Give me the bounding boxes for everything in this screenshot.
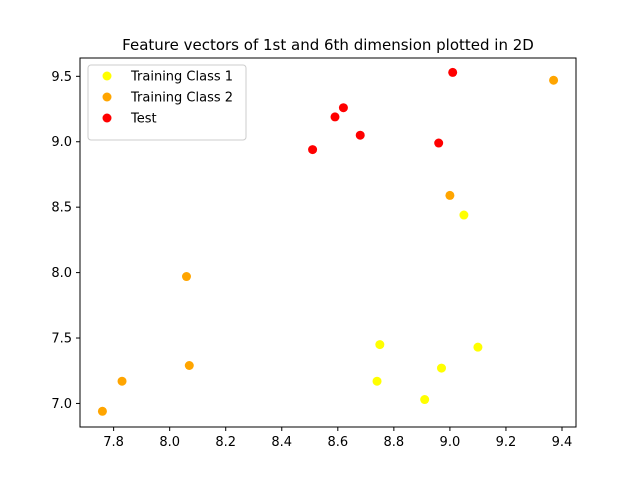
data-point-series-2-4: [184, 361, 194, 370]
x-tick-label-4: 8.4: [271, 435, 292, 450]
legend-label-2: Training Class 2: [130, 91, 233, 106]
legend-marker-2: [102, 92, 112, 102]
y-tick-label-5: 9.0: [51, 135, 72, 150]
data-point-series-2-2: [445, 190, 455, 200]
data-point-series-2-5: [117, 376, 127, 386]
data-point-series-3-4: [355, 130, 365, 140]
x-tick-label-1: 7.8: [103, 435, 124, 450]
legend: Training Class 1 Training Class 2 Test: [87, 64, 247, 141]
data-point-series-2-6: [97, 406, 107, 416]
legend-marker-3: [102, 113, 112, 123]
legend-marker-1: [102, 71, 112, 81]
data-point-series-1-1: [459, 210, 469, 220]
y-tick-label-3: 8.0: [51, 266, 72, 281]
x-tick-label-6: 8.8: [384, 435, 405, 450]
x-tick-label-5: 8.6: [327, 435, 348, 450]
data-point-series-1-3: [473, 342, 483, 352]
y-tick-label-1: 7.0: [51, 397, 72, 412]
chart-title: Feature vectors of 1st and 6th dimension…: [122, 36, 534, 54]
data-point-series-1-4: [372, 376, 382, 386]
data-point-series-3-5: [434, 138, 444, 148]
x-tick-label-8: 9.2: [496, 435, 517, 450]
y-tick-label-2: 7.5: [51, 332, 72, 347]
x-tick-label-7: 9.0: [440, 435, 461, 450]
data-point-series-3-1: [448, 67, 458, 77]
legend-box: [87, 64, 247, 141]
data-point-series-1-2: [375, 340, 385, 350]
data-point-series-3-3: [330, 112, 340, 122]
data-point-series-2-3: [181, 272, 191, 282]
data-point-series-3-2: [338, 103, 348, 113]
plot-frame: [79, 57, 577, 428]
legend-label-1: Training Class 1: [130, 70, 233, 85]
y-tick-label-4: 8.5: [51, 201, 72, 216]
points-layer: [97, 67, 559, 416]
x-tick-label-3: 8.2: [215, 435, 236, 450]
data-point-series-1-5: [436, 363, 446, 373]
y-tick-label-6: 9.5: [51, 70, 72, 85]
x-tick-label-9: 9.4: [552, 435, 573, 450]
x-tick-label-2: 8.0: [159, 435, 180, 450]
axes-layer: 7.8 8.0 8.2 8.4 8.6 8.8 9.0 9.2 9.4 7.0 7.5 8.0 8.5 9…: [51, 57, 577, 450]
data-point-series-1-6: [420, 395, 430, 405]
data-point-series-2-1: [549, 75, 559, 85]
legend-label-3: Test: [130, 112, 157, 127]
data-point-series-3-6: [308, 145, 318, 155]
